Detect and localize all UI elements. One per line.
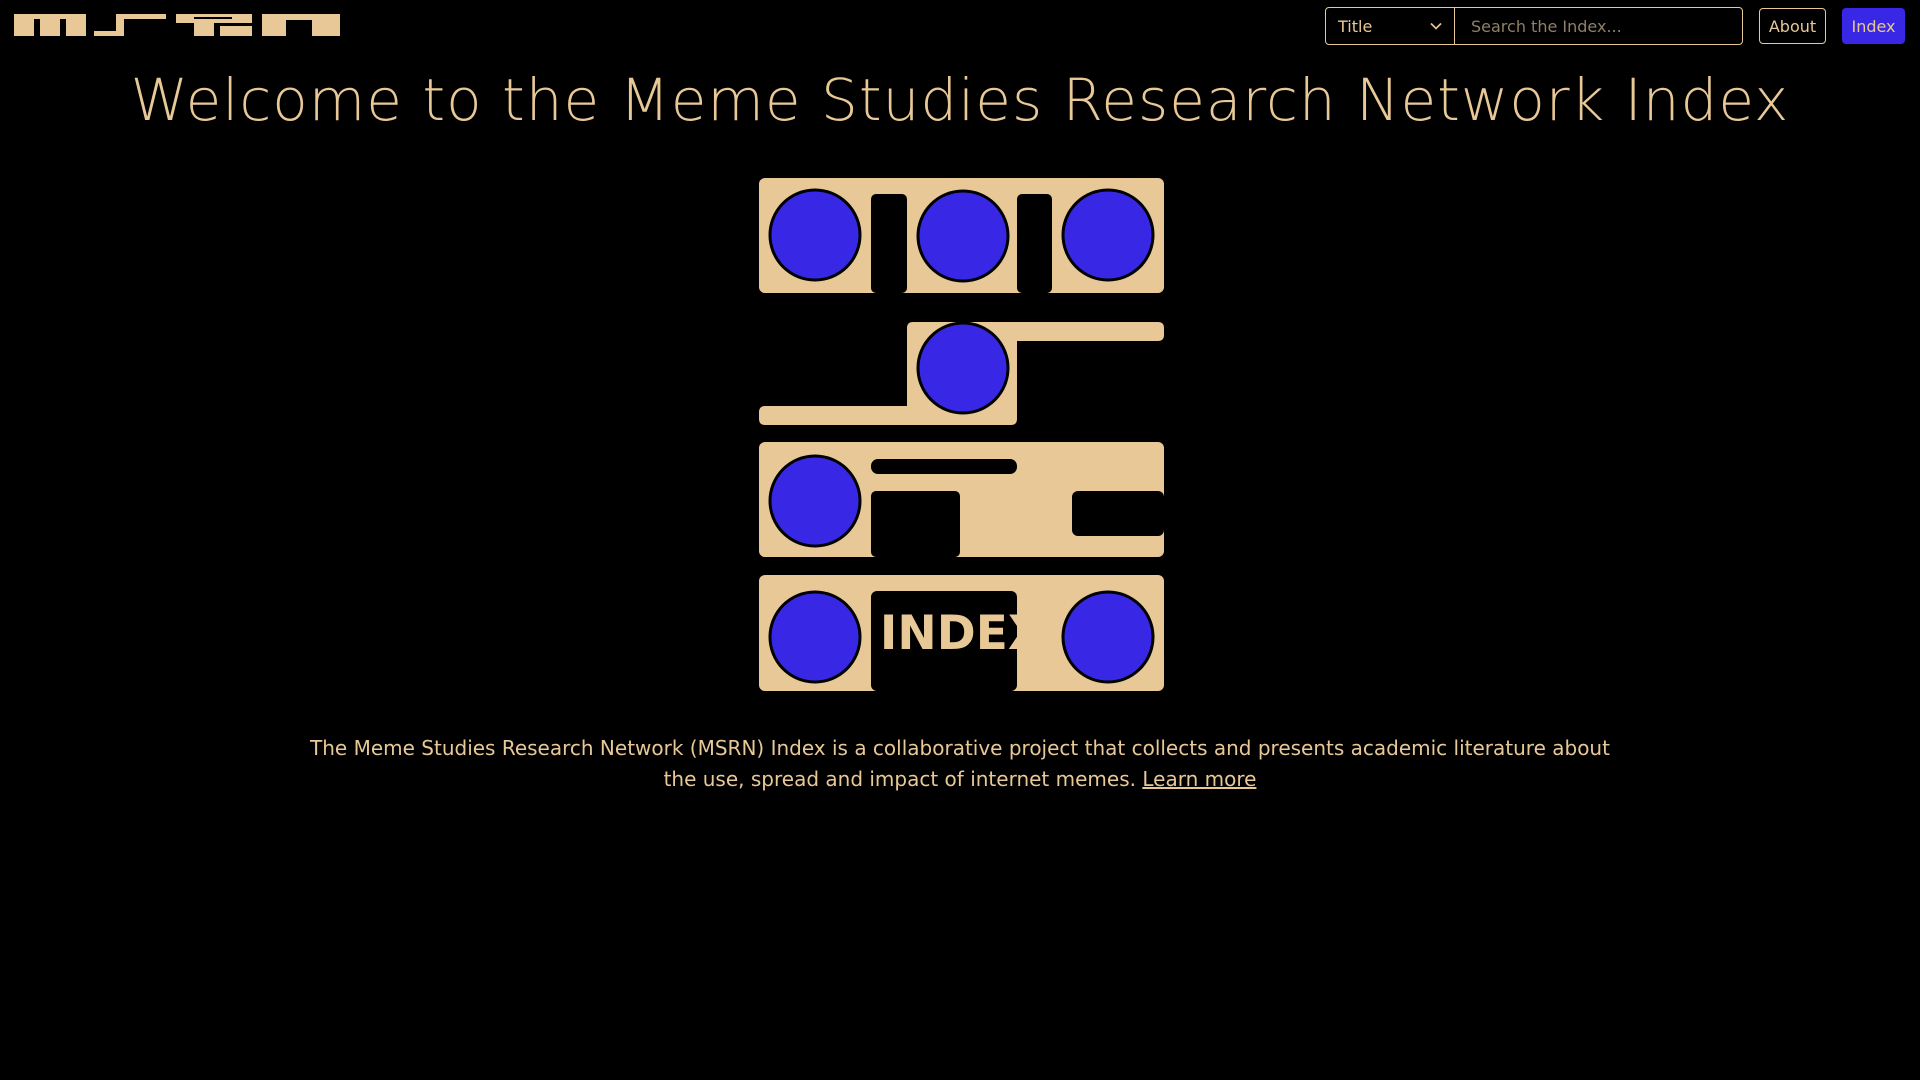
search-field-select[interactable]: Title [1326,8,1455,44]
index-button[interactable]: Index [1842,8,1905,44]
search-bar: Title [1325,7,1743,45]
page-title: Welcome to the Meme Studies Research Net… [130,66,1790,134]
msrn-index-logo: INDEX [759,178,1164,691]
learn-more-link[interactable]: Learn more [1142,767,1257,791]
logo-index-word: INDEX [880,606,1044,661]
logo-circle [768,590,862,684]
search-input[interactable] [1455,8,1742,44]
intro-text: The Meme Studies Research Network (MSRN)… [310,736,1610,791]
logo-circle [768,188,862,282]
logo-circle [768,454,862,548]
logo-circle [916,189,1010,283]
logo-circle [916,321,1010,415]
chevron-down-icon [1430,22,1442,30]
intro-paragraph: The Meme Studies Research Network (MSRN)… [310,733,1610,795]
about-button[interactable]: About [1759,8,1826,44]
logo-circle [1061,188,1155,282]
search-field-selected-value: Title [1338,16,1373,36]
logo-circle [1061,590,1155,684]
msrn-logo[interactable] [14,14,340,38]
